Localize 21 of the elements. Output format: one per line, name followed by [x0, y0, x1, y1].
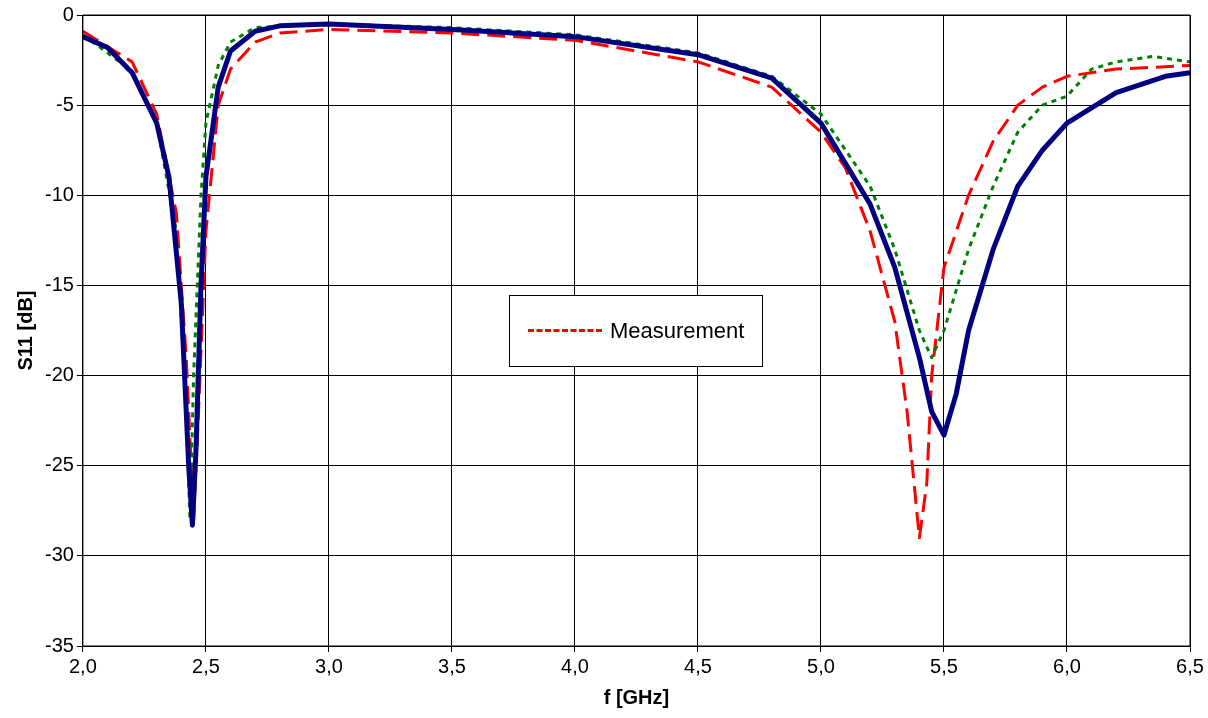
y-tick-label: -30 — [45, 543, 74, 566]
y-tick-label: -10 — [45, 182, 74, 205]
legend-label: Measurement — [609, 317, 745, 344]
x-tick-label: 4,5 — [684, 654, 712, 677]
y-tick-label: -25 — [45, 453, 74, 476]
y-tick-label: -5 — [56, 92, 74, 115]
y-tick-label: -15 — [45, 272, 74, 295]
x-tick-label: 5,5 — [930, 654, 958, 677]
x-tick-label: 4,0 — [561, 654, 589, 677]
x-tick-label: 3,5 — [438, 654, 466, 677]
x-tick-label: 6,0 — [1053, 654, 1081, 677]
x-axis-title: f [GHz] — [603, 685, 670, 708]
y-tick-label: 0 — [62, 2, 74, 25]
x-tick-label: 5,0 — [807, 654, 835, 677]
x-tick-label: 3,0 — [315, 654, 343, 677]
y-tick-label: -20 — [45, 363, 74, 386]
y-tick-label: -35 — [45, 633, 74, 656]
x-tick-label: 2,0 — [69, 654, 97, 677]
y-axis-title: S11 [dB] — [13, 290, 36, 371]
x-tick-label: 6,5 — [1176, 654, 1204, 677]
x-tick-label: 2,5 — [192, 654, 220, 677]
